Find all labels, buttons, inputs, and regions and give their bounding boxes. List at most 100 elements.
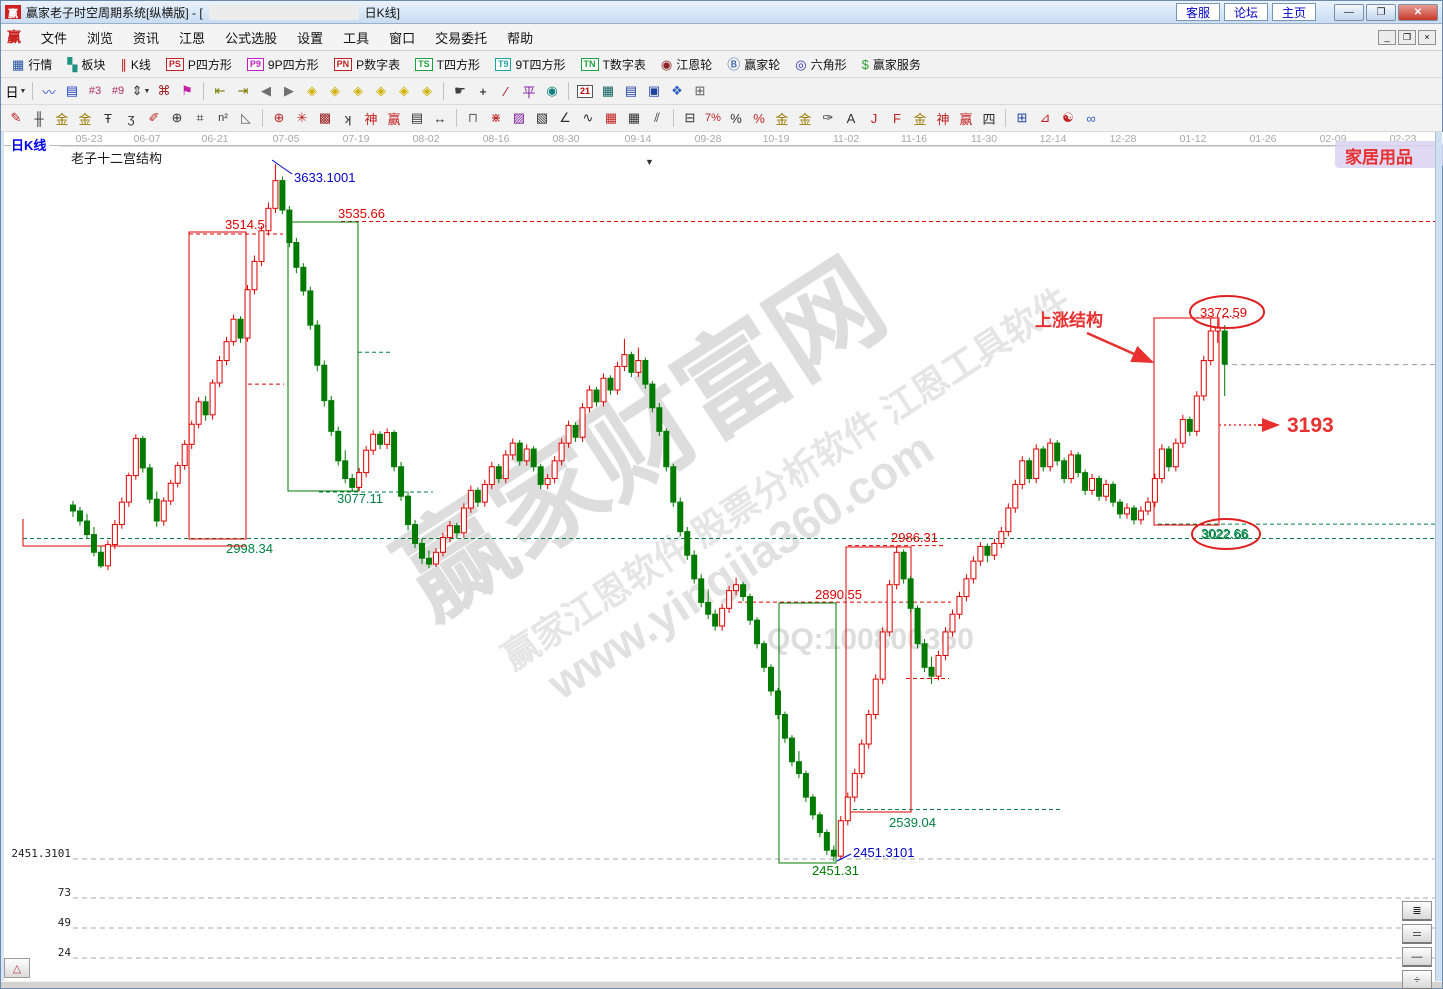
forum-button[interactable]: 论坛 <box>1224 3 1268 21</box>
gold-angle-icon[interactable]: 金 <box>909 107 931 129</box>
p-number-table-button[interactable]: PN P数字表 <box>327 54 408 75</box>
child-close-button[interactable]: × <box>1418 29 1436 45</box>
wave-abc-icon[interactable]: A <box>840 107 862 129</box>
zoom-out-button[interactable]: ◈ <box>393 80 415 102</box>
percent7-icon[interactable]: 7% <box>702 107 724 129</box>
calculator-tool-icon[interactable]: ▦ <box>597 80 619 102</box>
f-grid-icon[interactable]: Ŧ <box>97 107 119 129</box>
gold-circle-icon[interactable]: 金 <box>771 107 793 129</box>
zoom-full-button[interactable]: ◈ <box>416 80 438 102</box>
bracket-tool-icon[interactable]: ⊓ <box>462 107 484 129</box>
gold-grid2-icon[interactable]: 金 <box>74 107 96 129</box>
next-bar-button[interactable]: ▶ <box>278 80 300 102</box>
menu-item-6[interactable]: 工具 <box>343 30 370 46</box>
fan-grid-icon[interactable]: ▧ <box>531 107 553 129</box>
trendline-tool-icon[interactable]: ∕ <box>495 80 517 102</box>
notes-tool-icon[interactable]: ▤ <box>620 80 642 102</box>
sketch-board-icon[interactable]: 〰 <box>38 80 60 102</box>
fan-box-icon[interactable]: ▨ <box>508 107 530 129</box>
scale-list-icon[interactable]: ⊟ <box>679 107 701 129</box>
nine-p-square-button[interactable]: P9 9P四方形 <box>240 54 326 75</box>
indicator-pane-toggle[interactable]: △ <box>4 958 30 978</box>
restore-button[interactable]: ❐ <box>1366 3 1396 21</box>
net-grid-icon[interactable]: ▦ <box>623 107 645 129</box>
menu-item-3[interactable]: 江恩 <box>179 30 206 46</box>
zoom-horizontal-button[interactable]: ◈ <box>347 80 369 102</box>
circle-ruler-icon[interactable]: ⊕ <box>166 107 188 129</box>
nine-t-square-button[interactable]: T9 9T四方形 <box>488 54 573 75</box>
t-square-button[interactable]: TS T四方形 <box>408 54 487 75</box>
angle-line-icon[interactable]: ∠ <box>554 107 576 129</box>
gann-wheel-button[interactable]: ◉ 江恩轮 <box>654 54 719 75</box>
menu-item-5[interactable]: 设置 <box>297 30 324 46</box>
info-panel-icon[interactable]: ▤ <box>61 80 83 102</box>
pencil-ruler-icon[interactable]: ✐ <box>143 107 165 129</box>
hand-tool-icon[interactable]: ☛ <box>449 80 471 102</box>
gold-line-icon[interactable]: 金 <box>794 107 816 129</box>
zoom-left-button[interactable]: ◈ <box>301 80 323 102</box>
percent-icon[interactable]: % <box>725 107 747 129</box>
square-number-icon[interactable]: n² <box>212 107 234 129</box>
parallel-lines-icon[interactable]: ⫽ <box>646 107 668 129</box>
menu-item-7[interactable]: 窗口 <box>389 30 416 46</box>
j-angle-icon[interactable]: J <box>863 107 885 129</box>
close-button[interactable]: ✕ <box>1398 3 1438 21</box>
three-chart-view-icon[interactable]: #3 <box>84 80 106 102</box>
count-grid-icon[interactable]: ▤ <box>406 107 428 129</box>
zoom-right-button[interactable]: ◈ <box>324 80 346 102</box>
percent-line-icon[interactable]: % <box>748 107 770 129</box>
horizontal-span-icon[interactable]: ↔ <box>429 107 451 129</box>
kline-button[interactable]: ∥ K线 <box>113 54 158 75</box>
child-restore-button[interactable]: ❐ <box>1398 29 1416 45</box>
p-square-button[interactable]: PS P四方形 <box>159 54 239 75</box>
gold-grid-icon[interactable]: 金 <box>51 107 73 129</box>
ying-grid-icon[interactable]: 赢 <box>383 107 405 129</box>
gann-fan-icon[interactable]: ⋇ <box>485 107 507 129</box>
marker-pen-icon[interactable]: ✑ <box>817 107 839 129</box>
spiral-tool-icon[interactable]: ʒ <box>120 107 142 129</box>
f-angle-icon[interactable]: F <box>886 107 908 129</box>
ruler-grid-icon[interactable]: ⌗ <box>189 107 211 129</box>
four-angle-icon[interactable]: 四 <box>978 107 1000 129</box>
t-number-table-button[interactable]: TN T数字表 <box>574 54 653 75</box>
pane-split-button-1[interactable]: ＝ <box>1402 924 1432 944</box>
trend-chart-icon[interactable]: ⊿ <box>1034 107 1056 129</box>
prev-bar-button[interactable]: ◀ <box>255 80 277 102</box>
menu-item-1[interactable]: 浏览 <box>87 30 114 46</box>
grid-tool-icon[interactable]: ╫ <box>28 107 50 129</box>
k-wave-icon[interactable]: ʞ <box>337 107 359 129</box>
pane-split-button-3[interactable]: ÷ <box>1402 970 1432 989</box>
knot-tool-icon[interactable]: ⌘ <box>153 80 175 102</box>
network-tool-icon[interactable]: ❖ <box>666 80 688 102</box>
calendar-tool-icon[interactable]: 21 <box>574 80 596 102</box>
yellow-grid-icon[interactable]: ⊞ <box>1011 107 1033 129</box>
crosshair-tool-icon[interactable]: + <box>472 80 494 102</box>
circle-cross-icon[interactable]: ⊕ <box>268 107 290 129</box>
winner-wheel-button[interactable]: Ⓑ 赢家轮 <box>720 54 787 75</box>
right-scrollbar[interactable] <box>1435 132 1442 981</box>
menu-item-4[interactable]: 公式选股 <box>225 30 278 46</box>
shen-angle-icon[interactable]: 神 <box>932 107 954 129</box>
winner-service-button[interactable]: $ 赢家服务 <box>855 54 928 75</box>
print-tool-icon[interactable]: ⊞ <box>689 80 711 102</box>
red-grid-icon[interactable]: ▦ <box>600 107 622 129</box>
menu-item-2[interactable]: 资讯 <box>133 30 160 46</box>
ying-angle-icon[interactable]: 赢 <box>955 107 977 129</box>
hexagon-button[interactable]: ◎ 六角形 <box>788 54 853 75</box>
menu-item-0[interactable]: 文件 <box>41 30 68 46</box>
infinity-icon[interactable]: ∞ <box>1080 107 1102 129</box>
flat-tool-icon[interactable]: 平 <box>518 80 540 102</box>
support-button[interactable]: 客服 <box>1176 3 1220 21</box>
child-minimize-button[interactable]: _ <box>1378 29 1396 45</box>
home-button[interactable]: 主页 <box>1272 3 1316 21</box>
minimize-button[interactable]: — <box>1334 3 1364 21</box>
period-selector[interactable]: 日 ▼ <box>5 80 27 102</box>
last-bar-button[interactable]: ⇥ <box>232 80 254 102</box>
taiji-icon[interactable]: ☯ <box>1057 107 1079 129</box>
brain-tool-icon[interactable]: ◉ <box>541 80 563 102</box>
nine-chart-view-icon[interactable]: #9 <box>107 80 129 102</box>
menu-item-8[interactable]: 交易委托 <box>435 30 488 46</box>
quotes-button[interactable]: ▦ 行情 <box>5 54 59 75</box>
brush-tool-icon[interactable]: ✎ <box>5 107 27 129</box>
